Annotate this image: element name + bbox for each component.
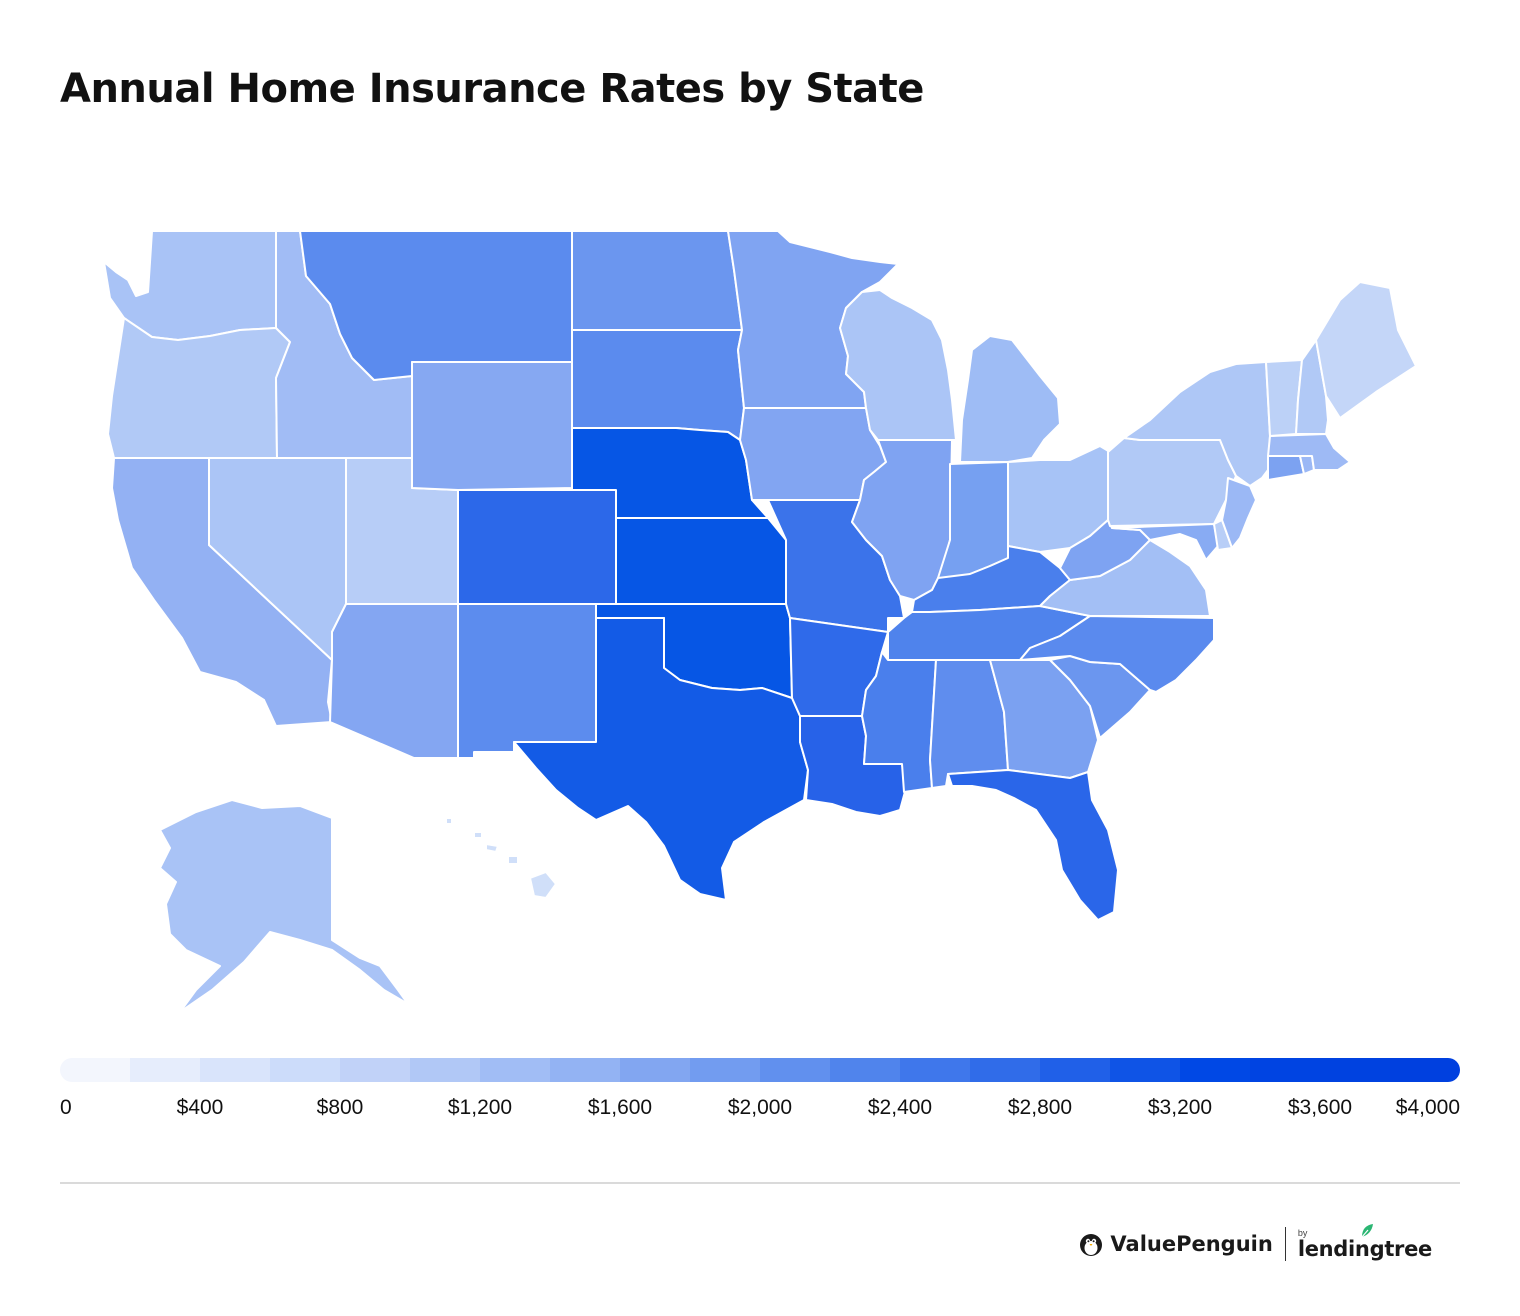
state-kansas[interactable]: [615, 517, 787, 605]
legend-swatch: [480, 1058, 550, 1082]
state-pennsylvania[interactable]: [1107, 437, 1237, 527]
leaf-icon: [1361, 1223, 1373, 1237]
legend-swatch: [1110, 1058, 1180, 1082]
valuepenguin-logo[interactable]: ValuePenguin: [1078, 1231, 1273, 1257]
chart-title: Annual Home Insurance Rates by State: [60, 66, 924, 112]
penguin-icon: [1080, 1234, 1103, 1256]
legend-tick-label: $2,000: [727, 1096, 793, 1119]
brand-footer: ValuePenguin by lendingtree: [1078, 1223, 1432, 1262]
legend-swatch: [1180, 1058, 1250, 1082]
state-oregon[interactable]: [107, 317, 291, 459]
legend-swatch: [760, 1058, 830, 1082]
us-choropleth-map: [103, 230, 1417, 1013]
color-legend: 0 $400 $800 $1,200 $1,600 $2,000 $2,400 $2,800 $…: [60, 1058, 1460, 1126]
legend-tick-label: $800: [316, 1096, 364, 1119]
legend-tick-label: $2,800: [1007, 1096, 1073, 1119]
state-hawaii[interactable]: [445, 817, 557, 899]
state-wisconsin[interactable]: [839, 289, 957, 441]
legend-swatch: [1250, 1058, 1320, 1082]
state-north-dakota[interactable]: [571, 230, 743, 331]
legend-tick-label: $1,200: [447, 1096, 513, 1119]
legend-tick-label: $3,600: [1287, 1096, 1353, 1119]
legend-swatch: [1320, 1058, 1390, 1082]
state-michigan[interactable]: [959, 335, 1061, 463]
state-new-mexico[interactable]: [457, 603, 597, 759]
state-south-dakota[interactable]: [571, 329, 745, 441]
legend-swatch: [130, 1058, 200, 1082]
legend-tick-label: $2,400: [867, 1096, 933, 1119]
legend-swatch: [340, 1058, 410, 1082]
legend-tick-label: 0: [60, 1096, 72, 1119]
legend-swatch: [830, 1058, 900, 1082]
legend-gradient-bar: [60, 1058, 1460, 1082]
legend-tick-label: $3,200: [1147, 1096, 1213, 1119]
state-north-carolina[interactable]: [1019, 615, 1215, 693]
legend-tick-label: $1,600: [587, 1096, 653, 1119]
legend-swatch: [620, 1058, 690, 1082]
lendingtree-by-label: by: [1297, 1227, 1308, 1238]
brand-separator: [1284, 1227, 1286, 1261]
states-group: [103, 230, 1417, 1013]
state-new-jersey[interactable]: [1221, 477, 1257, 549]
state-massachusetts[interactable]: [1267, 433, 1351, 471]
state-texas[interactable]: [513, 617, 809, 901]
state-maine[interactable]: [1315, 281, 1417, 419]
valuepenguin-wordmark: ValuePenguin: [1110, 1232, 1273, 1256]
legend-tick-labels: 0 $400 $800 $1,200 $1,600 $2,000 $2,400 $2,800 $…: [60, 1096, 1460, 1126]
footer-divider: [60, 1182, 1460, 1184]
state-wyoming[interactable]: [411, 361, 573, 491]
legend-swatch: [970, 1058, 1040, 1082]
legend-swatch: [690, 1058, 760, 1082]
state-florida[interactable]: [947, 769, 1119, 921]
legend-tick-label: $400: [176, 1096, 224, 1119]
state-arizona[interactable]: [329, 603, 459, 759]
lendingtree-wordmark: lendingtree: [1297, 1236, 1432, 1261]
state-connecticut[interactable]: [1267, 455, 1305, 481]
legend-swatch: [1390, 1058, 1460, 1082]
legend-swatch: [410, 1058, 480, 1082]
state-colorado[interactable]: [457, 489, 617, 605]
legend-swatch: [1040, 1058, 1110, 1082]
legend-tick-label: $4,000: [1395, 1096, 1460, 1119]
legend-swatch: [270, 1058, 340, 1082]
legend-swatch: [200, 1058, 270, 1082]
state-alaska[interactable]: [159, 799, 409, 1013]
legend-swatch: [550, 1058, 620, 1082]
legend-swatch: [900, 1058, 970, 1082]
lendingtree-logo[interactable]: by lendingtree: [1297, 1223, 1432, 1261]
legend-swatch: [60, 1058, 130, 1082]
